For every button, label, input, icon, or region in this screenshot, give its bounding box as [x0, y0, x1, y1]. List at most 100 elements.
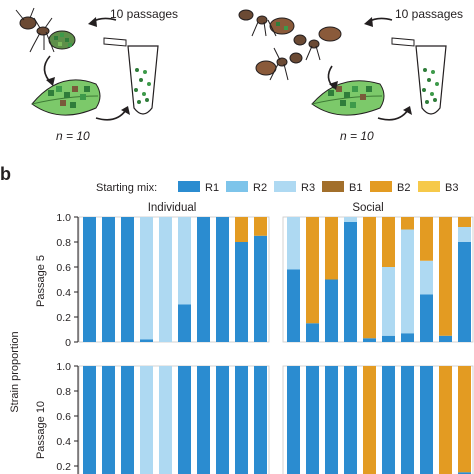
y-axis-label: Strain proportion [9, 331, 21, 412]
bar-segment-r1 [344, 222, 357, 342]
ant-illustration-right-3 [255, 47, 303, 81]
arrowhead [88, 17, 97, 27]
legend-label-b2: B2 [397, 182, 410, 194]
legend-label-b1: B1 [349, 182, 362, 194]
facet-frame [78, 365, 270, 474]
bar-segment-r1 [363, 338, 376, 342]
legend-swatch-b2 [370, 181, 392, 192]
bar-segment-r1 [254, 366, 267, 474]
bar-segment-r3 [382, 267, 395, 336]
stacked-bar-plots: 0 0.2 0.4 0.6 0.8 1.0 0.2 0.4 0.6 0.8 1.0 [56, 212, 474, 474]
bar-segment-r1 [83, 366, 96, 474]
y-tick-label: 0.8 [56, 237, 71, 249]
y-tick-label: 0.4 [56, 287, 71, 299]
bar-segment-r1 [439, 335, 452, 342]
bar-segment-r1 [178, 304, 191, 342]
bar-segment-b2 [439, 366, 452, 474]
bar-segment-b2 [458, 366, 471, 473]
bar-segment-b2 [325, 217, 338, 280]
bar-segment-r3 [458, 227, 471, 242]
bar-segment-r1 [102, 366, 115, 474]
leaf-illustration-right [311, 80, 385, 116]
bar-segment-r1 [458, 472, 471, 474]
bar-segment-r1 [178, 366, 191, 474]
bar-segment-r1 [382, 335, 395, 342]
bar-segment-r1 [140, 339, 153, 342]
bar-segment-r1 [235, 366, 248, 474]
column-title-individual: Individual [148, 202, 197, 214]
bar-segment-b2 [254, 217, 267, 236]
panel-letter-b: b [0, 164, 11, 184]
bar-segment-r3 [178, 217, 191, 305]
bar-segment-r1 [102, 217, 115, 342]
legend-title: Starting mix: [96, 182, 157, 194]
bar-segment-r1 [83, 217, 96, 342]
bar-segment-r3 [140, 217, 153, 340]
bar-segment-r1 [306, 366, 319, 474]
bar-segment-r1 [344, 366, 357, 474]
passage-label-right: 10 passages [395, 7, 463, 21]
ant-illustration-left [15, 7, 76, 53]
bar-segment-r3 [344, 217, 357, 222]
row-label-passage-10: Passage 10 [35, 401, 47, 459]
chart-legend: Starting mix: R1 R2 R3 B1 B2 B3 [96, 181, 458, 194]
ant-illustration-right-1 [238, 9, 295, 37]
y-tick-label: 1.0 [56, 212, 71, 224]
bar-segment-r1 [197, 217, 210, 342]
bar-segment-r1 [420, 366, 433, 474]
bar-segment-b2 [458, 217, 471, 227]
bar-segment-b2 [439, 217, 452, 336]
bar-segment-r1 [216, 366, 229, 474]
y-tick-label: 0.8 [56, 386, 71, 398]
bar-segment-r1 [235, 242, 248, 342]
bar-segment-r3 [420, 260, 433, 295]
bar-segment-b2 [363, 366, 376, 474]
n-label-left: n = 10 [56, 129, 90, 143]
bar-segment-r1 [306, 323, 319, 342]
y-tick-label: 0 [65, 337, 71, 349]
row-label-passage-5: Passage 5 [35, 255, 47, 307]
legend-swatch-r2 [226, 181, 248, 192]
ant-illustration-right-2 [293, 26, 342, 61]
bar-segment-r1 [121, 366, 134, 474]
bar-segment-r1 [287, 366, 300, 474]
bar-segment-r1 [216, 217, 229, 342]
facet-frame [282, 216, 474, 343]
bar-segment-r3 [159, 366, 172, 474]
facet-frame [78, 216, 270, 343]
bar-segment-r3 [140, 366, 153, 474]
bar-segment-b2 [306, 217, 319, 324]
legend-swatch-r1 [178, 181, 200, 192]
bar-segment-r1 [121, 217, 134, 342]
tube-icon-right [391, 37, 447, 115]
bar-segment-r1 [401, 366, 414, 474]
y-tick-label: 0.6 [56, 262, 71, 274]
arrowhead [329, 81, 338, 90]
legend-label-b3: B3 [445, 182, 458, 194]
facet-frame [282, 365, 474, 474]
legend-label-r2: R2 [253, 182, 267, 194]
bar-segment-r3 [401, 229, 414, 334]
y-tick-label: 0.2 [56, 312, 71, 324]
bar-segment-r3 [287, 217, 300, 270]
bar-segment-r1 [458, 242, 471, 342]
n-label-right: n = 10 [340, 129, 374, 143]
bar-segment-b2 [382, 217, 395, 267]
bar-segment-b2 [363, 217, 376, 339]
bar-segment-r1 [325, 279, 338, 342]
arrowhead [364, 17, 373, 27]
bar-segment-r1 [401, 333, 414, 342]
bar-segment-b2 [235, 217, 248, 242]
bar-segment-r1 [254, 235, 267, 342]
bar-segment-r1 [287, 269, 300, 342]
panel-a-illustration: 10 passages n = 10 [15, 7, 463, 143]
tube-icon-left [103, 37, 159, 115]
legend-swatch-b3 [418, 181, 440, 192]
bar-segment-r1 [325, 366, 338, 474]
legend-swatch-b1 [322, 181, 344, 192]
bar-segment-b2 [401, 217, 414, 230]
column-title-social: Social [352, 202, 383, 214]
cycle-arrow [95, 109, 127, 121]
cycle-arrow [377, 109, 409, 121]
